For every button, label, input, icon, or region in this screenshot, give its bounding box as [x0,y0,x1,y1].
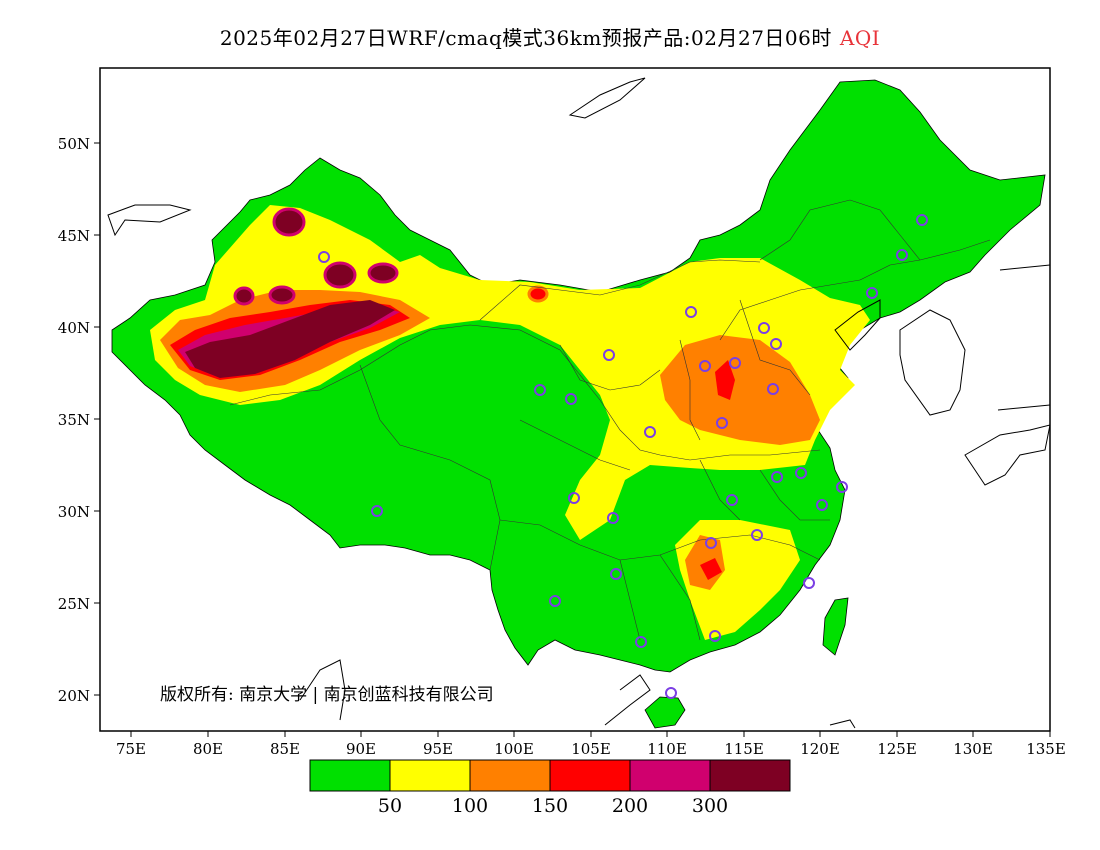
lon-label: 100E [494,740,534,758]
province-boundaries [229,199,991,641]
circle-marker-icon [610,568,622,580]
legend-swatch [549,759,631,792]
copyright-text: 版权所有: 南京大学 | 南京创蓝科技有限公司 [160,685,494,705]
lon-label: 85E [270,740,300,758]
circle-marker-icon [565,393,577,405]
circle-marker-icon [709,630,721,642]
aqi-hotspot-6 [527,285,549,303]
circle-marker-icon [549,595,561,607]
circle-marker-icon [767,383,779,395]
circle-marker-icon [644,426,656,438]
city-station-markers [318,214,928,699]
circle-marker-icon [795,467,807,479]
lon-label: 90E [346,740,376,758]
aqi-tag: AQI [839,26,881,50]
legend-swatch [469,759,551,792]
circle-marker-icon [635,636,647,648]
lat-label: 45N [58,227,90,245]
latitude-axis: 50N 45N 40N 35N 30N 25N 20N [58,135,100,705]
lon-label: 130E [953,740,993,758]
circle-marker-icon [534,384,546,396]
longitude-axis: 75E 80E 85E 90E 95E 100E 105E 110E 115E … [116,731,1066,758]
lon-label: 125E [877,740,917,758]
circle-marker-icon [568,492,580,504]
circle-marker-icon [318,251,330,263]
lon-label: 80E [193,740,223,758]
circle-marker-icon [816,499,828,511]
aqi-zone-yellow [150,205,870,540]
lat-label: 40N [58,319,90,337]
lon-label: 105E [571,740,611,758]
circle-marker-icon [836,481,848,493]
taiwan-island [822,597,849,656]
aqi-hotspot-4 [233,286,255,306]
legend-swatch [309,759,391,792]
chart-title: 2025年02月27日WRF/cmaq模式36km预报产品:02月27日06时 A… [0,22,1100,51]
map-body [107,77,1050,729]
aqi-hotspot-1 [272,207,306,237]
circle-marker-icon [371,505,383,517]
map-frame [99,67,1051,732]
circle-marker-icon [726,494,738,506]
legend-swatch [629,759,711,792]
legend-swatch [709,759,791,792]
lat-label: 25N [58,595,90,613]
legend-label: 50 [378,795,402,817]
aqi-zone-orange-south [685,535,725,590]
circle-marker-icon [607,512,619,524]
circle-marker-icon [603,349,615,361]
aqi-zone-maroon [185,300,395,378]
circle-marker-icon [716,417,728,429]
legend-label: 200 [612,795,648,817]
aqi-hotspot-3 [367,262,399,284]
legend-label: 100 [452,795,488,817]
circle-marker-icon [916,214,928,226]
lat-label: 35N [58,411,90,429]
circle-marker-icon [896,249,908,261]
color-legend: 50 100 150 200 300 [309,759,791,817]
lat-label: 20N [58,687,90,705]
legend-label: 300 [692,795,728,817]
aqi-zone-red-south [700,558,722,580]
aqi-hotspot-2 [323,261,357,289]
lon-label: 75E [116,740,146,758]
aqi-zone-red-east [715,360,735,400]
circle-marker-icon [699,360,711,372]
circle-marker-icon [751,529,763,541]
title-text: 2025年02月27日WRF/cmaq模式36km预报产品:02月27日06时 [219,26,832,50]
circle-marker-icon [665,687,677,699]
lon-label: 120E [800,740,840,758]
lon-label: 95E [423,740,453,758]
lon-label: 115E [724,740,764,758]
legend-swatches [309,759,791,792]
circle-marker-icon [770,338,782,350]
aqi-zone-orange-east [660,335,820,445]
neighbor-coastlines [107,77,1050,729]
circle-marker-icon [803,577,815,589]
legend-label: 150 [532,795,568,817]
circle-marker-icon [685,306,697,318]
aqi-hotspot-5 [268,285,296,305]
circle-marker-icon [771,471,783,483]
circle-marker-icon [866,287,878,299]
lon-label: 135E [1026,740,1066,758]
lon-label: 110E [647,740,687,758]
hainan-island [644,696,686,729]
circle-marker-icon [729,357,741,369]
circle-marker-icon [758,322,770,334]
lat-label: 30N [58,503,90,521]
circle-marker-icon [705,537,717,549]
lat-label: 50N [58,135,90,153]
legend-swatch [389,759,471,792]
